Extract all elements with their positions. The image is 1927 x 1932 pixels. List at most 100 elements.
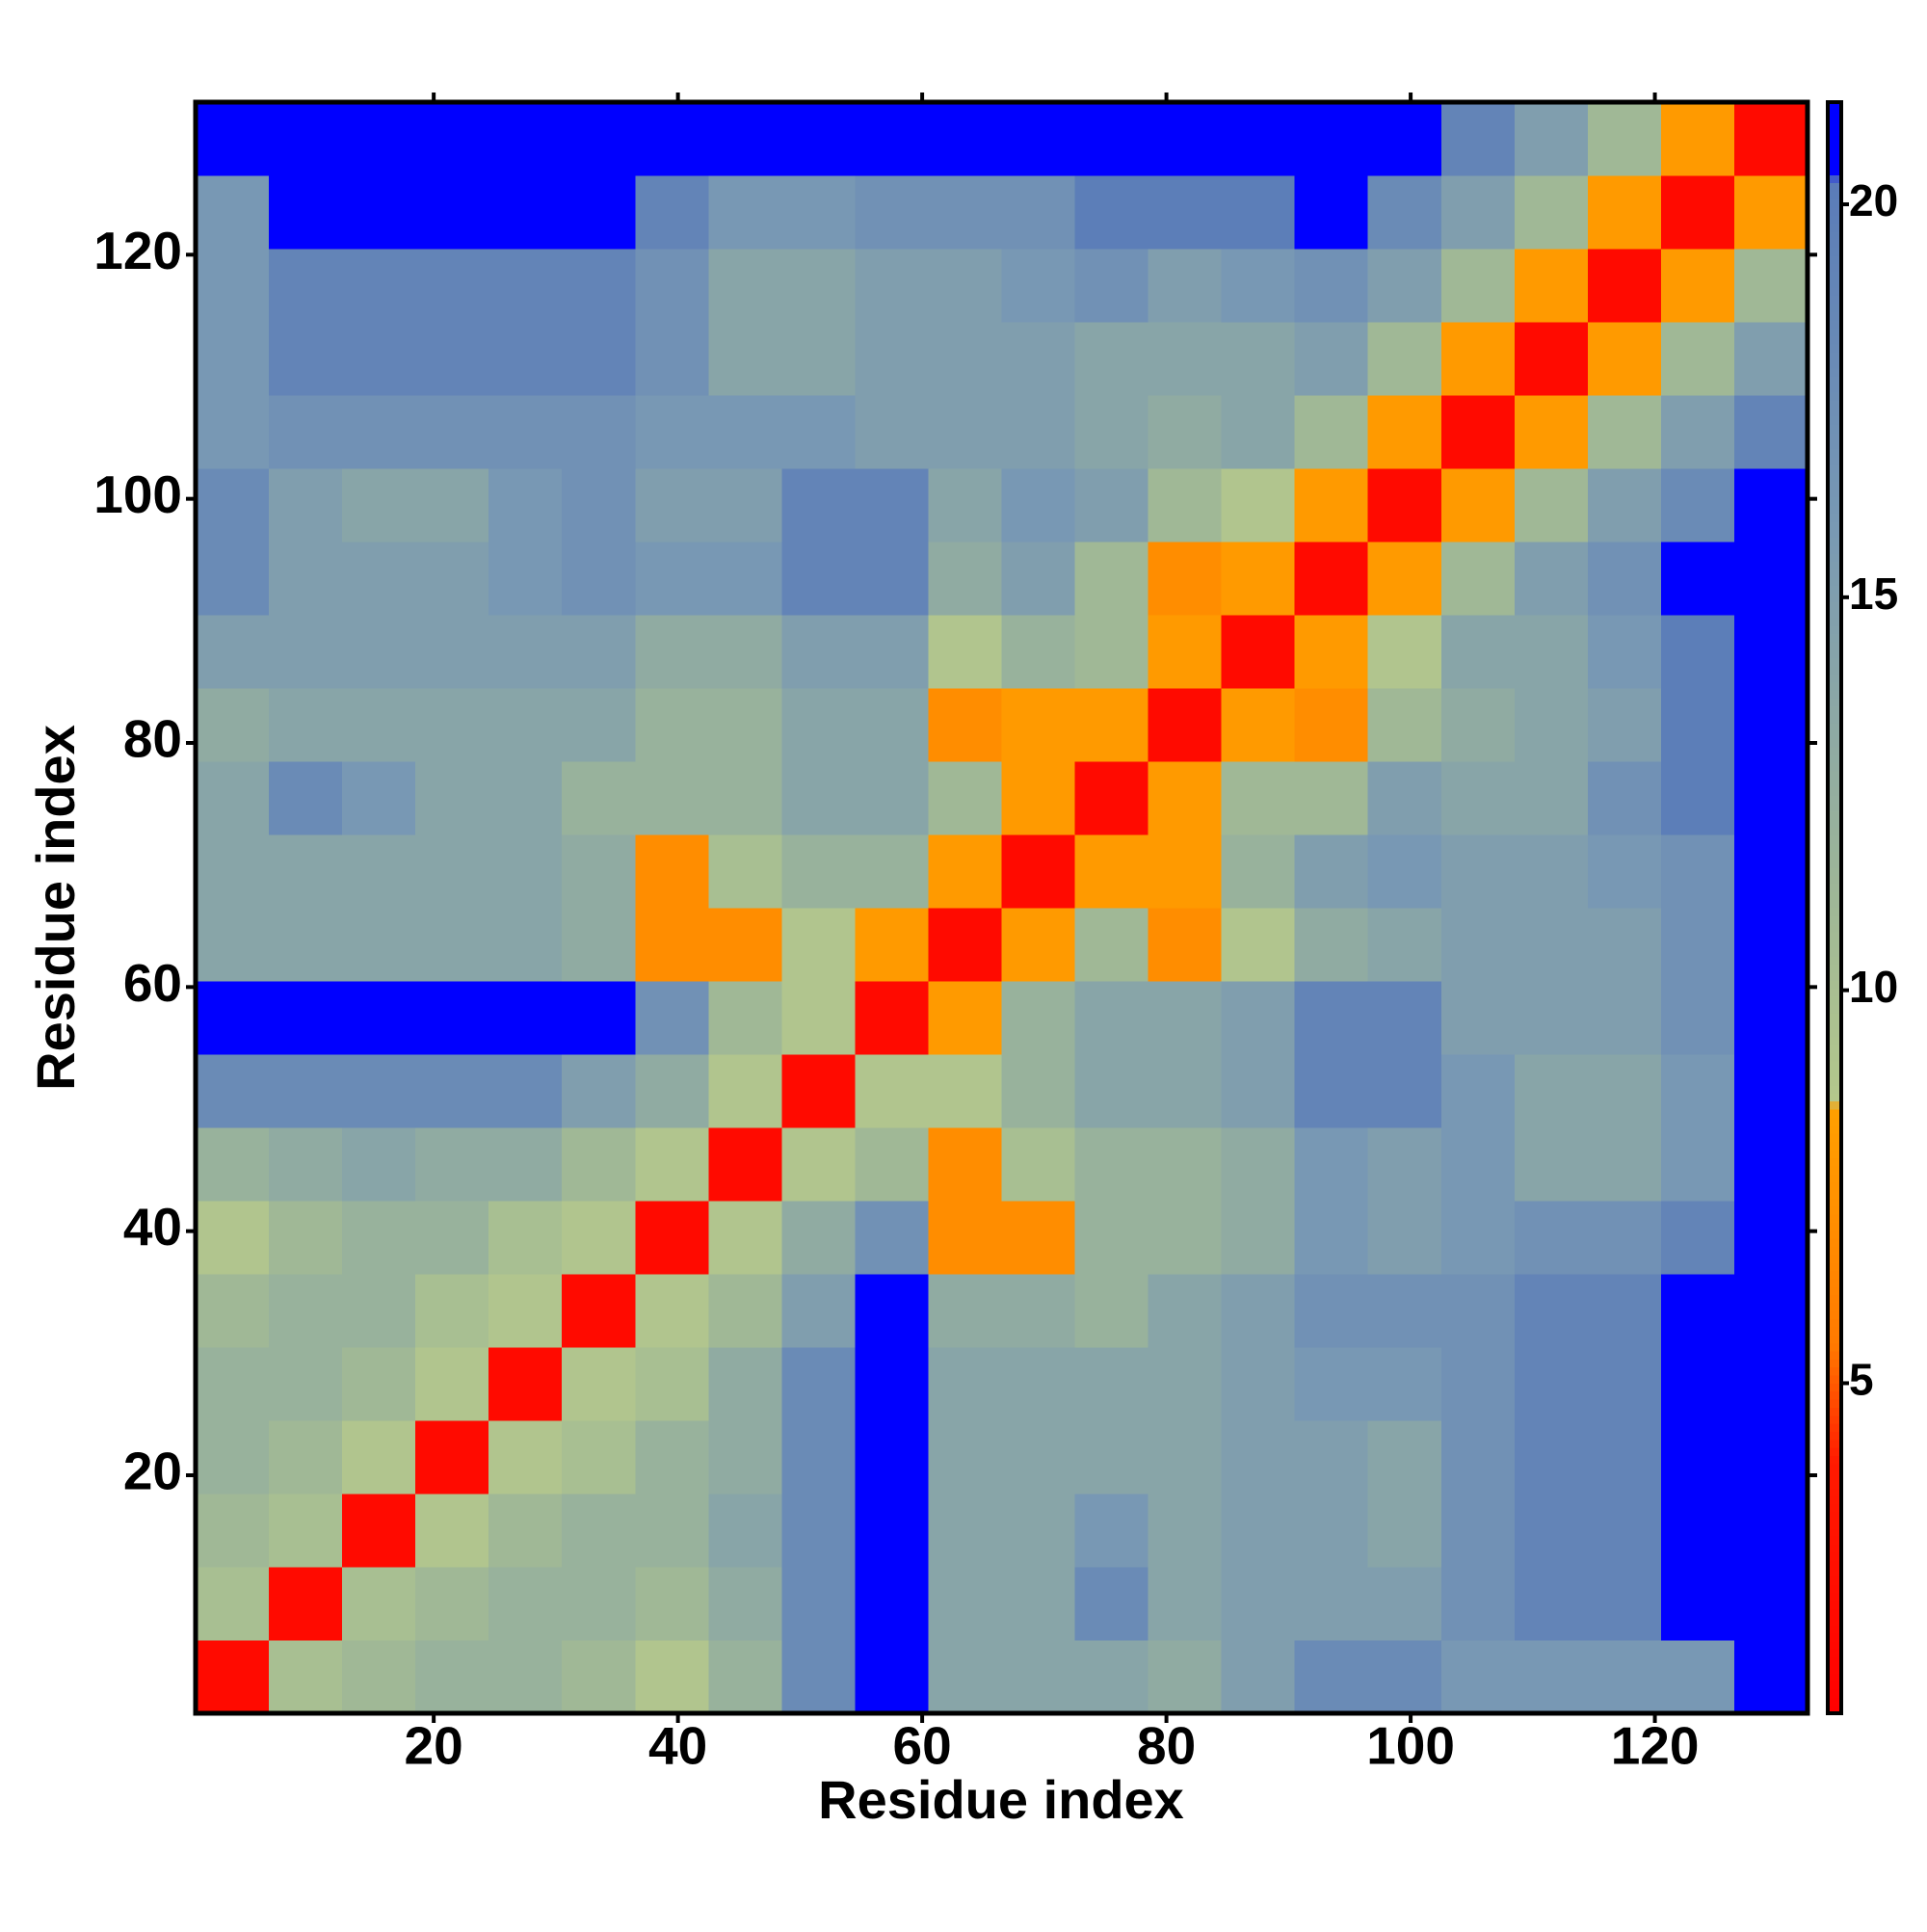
cell: [928, 688, 1002, 762]
cell: [1367, 834, 1442, 909]
cell: [708, 1054, 782, 1128]
cell: [1221, 1494, 1296, 1568]
cell: [1001, 834, 1076, 909]
cell: [1221, 249, 1296, 323]
cell: [1221, 322, 1296, 396]
cell: [196, 468, 270, 543]
cell: [196, 542, 270, 616]
cell: [1514, 175, 1589, 250]
cell: [1074, 1567, 1149, 1641]
cell: [1514, 908, 1589, 982]
colorbar-segment: [1828, 1036, 1841, 1045]
cell: [1367, 981, 1442, 1055]
cell: [1001, 1201, 1076, 1275]
cell: [1074, 688, 1149, 762]
colorbar-segment: [1828, 1157, 1841, 1167]
cell: [1660, 761, 1735, 835]
cell: [708, 1420, 782, 1495]
cell: [1514, 834, 1589, 909]
cell: [1367, 175, 1442, 250]
cell: [708, 175, 782, 250]
colorbar-segment: [1828, 1310, 1841, 1319]
cell: [1148, 981, 1223, 1055]
colorbar-segment: [1828, 1237, 1841, 1247]
colorbar-segment: [1828, 110, 1841, 119]
cell: [562, 1347, 636, 1421]
colorbar-segment: [1828, 1326, 1841, 1336]
cell: [1440, 102, 1516, 176]
colorbar-segment: [1828, 1302, 1841, 1311]
colorbar-segment: [1828, 1673, 1841, 1682]
cell: [269, 908, 343, 982]
colorbar-segment: [1828, 899, 1841, 909]
cell: [1294, 1640, 1369, 1714]
cell: [1733, 1494, 1808, 1568]
cell: [196, 1127, 270, 1202]
colorbar-segment: [1828, 1069, 1841, 1078]
cell: [196, 322, 270, 396]
cell: [781, 468, 856, 543]
cell: [635, 1640, 709, 1714]
cell: [855, 1127, 929, 1202]
colorbar-segment: [1828, 601, 1841, 611]
colorbar-segment: [1828, 1359, 1841, 1368]
cell: [1440, 322, 1516, 396]
cell: [1221, 834, 1296, 909]
cell: [855, 542, 929, 616]
colorbar-segment: [1828, 480, 1841, 490]
cell: [415, 761, 489, 835]
cell: [1733, 468, 1808, 543]
colorbar-segment: [1828, 408, 1841, 417]
cell: [1001, 615, 1076, 689]
colorbar-segment: [1828, 1688, 1841, 1698]
cell: [342, 102, 416, 176]
cell: [1148, 175, 1223, 250]
colorbar-segment: [1828, 416, 1841, 425]
cell: [1440, 1201, 1516, 1275]
colorbar-segment: [1828, 537, 1841, 546]
y-tick-label: 60: [123, 953, 182, 1013]
cell: [635, 1567, 709, 1641]
cell: [269, 102, 343, 176]
cell: [635, 761, 709, 835]
cell: [855, 615, 929, 689]
cell: [1074, 834, 1149, 909]
colorbar-segment: [1828, 529, 1841, 539]
cell: [562, 102, 636, 176]
cell: [196, 761, 270, 835]
colorbar-segment: [1828, 182, 1841, 192]
cell: [1221, 761, 1296, 835]
cell: [488, 468, 563, 543]
colorbar-segment: [1828, 1020, 1841, 1029]
colorbar-segment: [1828, 472, 1841, 482]
cell: [1733, 249, 1808, 323]
colorbar-segment: [1828, 400, 1841, 410]
colorbar-segment: [1828, 657, 1841, 667]
colorbar-segment: [1828, 649, 1841, 659]
cell: [1440, 249, 1516, 323]
cell: [1221, 908, 1296, 982]
colorbar-segment: [1828, 311, 1841, 321]
colorbar-segment: [1828, 1149, 1841, 1158]
cell: [269, 1127, 343, 1202]
colorbar-segment: [1828, 770, 1841, 780]
x-tick-label: 120: [1611, 1716, 1700, 1776]
colorbar-segment: [1828, 803, 1841, 812]
cell: [342, 908, 416, 982]
colorbar-segment: [1828, 971, 1841, 981]
cell: [1733, 1420, 1808, 1495]
colorbar-segment: [1828, 190, 1841, 199]
cell: [1587, 981, 1662, 1055]
cell: [635, 249, 709, 323]
cell: [342, 1640, 416, 1714]
cell: [488, 1127, 563, 1202]
cell: [1001, 542, 1076, 616]
cell: [415, 1274, 489, 1348]
cell: [415, 1054, 489, 1128]
cell: [1001, 1127, 1076, 1202]
colorbar-segment: [1828, 440, 1841, 450]
colorbar-segment: [1828, 1520, 1841, 1529]
cell: [1148, 1054, 1223, 1128]
colorbar-segment: [1828, 1640, 1841, 1650]
